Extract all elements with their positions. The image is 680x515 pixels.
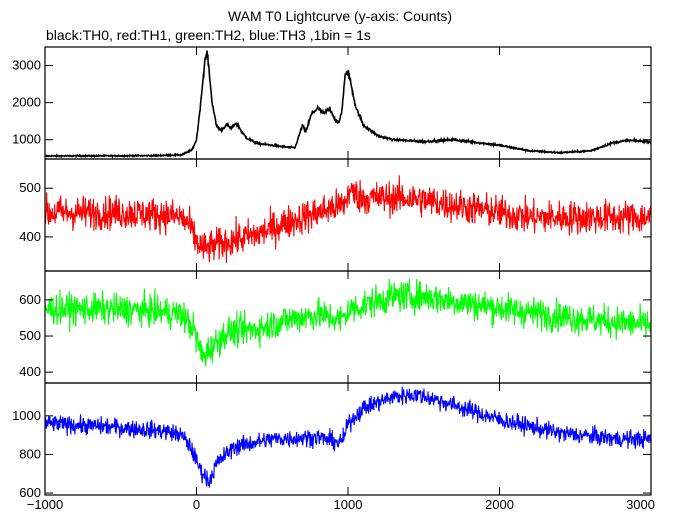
y-tick-label: 500 (19, 328, 41, 343)
chart-subtitle: black:TH0, red:TH1, green:TH2, blue:TH3 … (46, 27, 371, 43)
series-th0-line (45, 50, 651, 159)
y-tick-label: 800 (19, 446, 41, 461)
chart-title: WAM T0 Lightcurve (y-axis: Counts) (227, 8, 453, 24)
panel-frame-th3 (44, 382, 652, 496)
x-tick-label: 0 (193, 497, 200, 512)
y-tick-label: 1000 (12, 132, 41, 147)
y-tick-label: 400 (19, 364, 41, 379)
x-tick-label: 3000 (626, 497, 655, 512)
y-tick-label: 3000 (12, 58, 41, 73)
y-tick-label: 2000 (12, 95, 41, 110)
y-tick-label: 1000 (12, 408, 41, 423)
y-tick-label: 600 (19, 292, 41, 307)
series-th3-line (45, 386, 651, 489)
series-th1-line (45, 175, 651, 263)
x-tick-label: −1000 (27, 497, 64, 512)
panel-frame-th0 (44, 46, 652, 160)
series-th2-line (45, 278, 651, 367)
y-tick-label: 500 (19, 180, 41, 195)
y-tick-label: 600 (19, 485, 41, 500)
y-tick-label: 400 (19, 229, 41, 244)
x-tick-label: 1000 (334, 497, 363, 512)
x-tick-label: 2000 (485, 497, 514, 512)
panel-frame-th2 (44, 270, 652, 384)
